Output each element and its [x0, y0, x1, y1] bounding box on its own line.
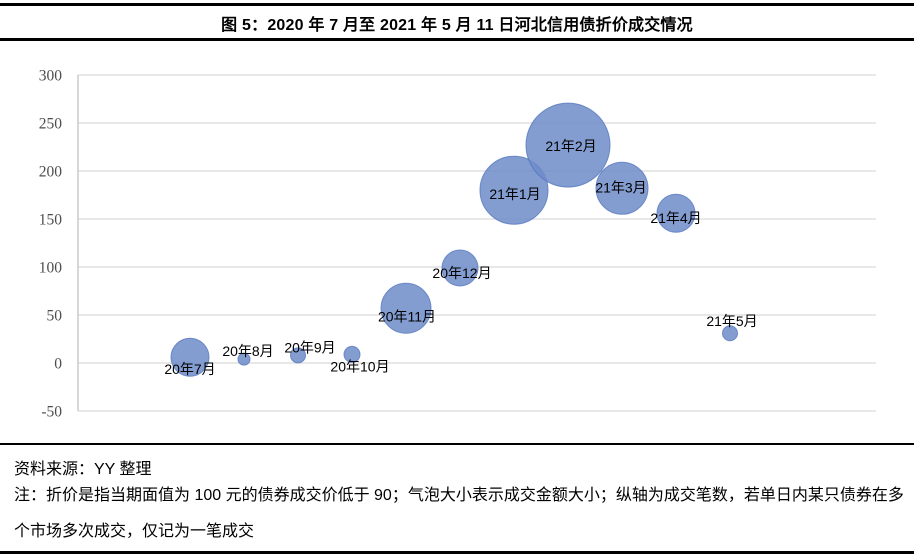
- bubble: [656, 193, 696, 233]
- bubble-label: 21年5月: [706, 313, 757, 329]
- y-axis-tick-label: 100: [39, 260, 63, 277]
- bubble: [722, 325, 738, 342]
- bubble-chart: 300 250 200 150 100 50 0 -50 20年7月 20年8月 20年9月 20年1…: [39, 68, 876, 421]
- bubble-label: 20年12月: [432, 265, 491, 281]
- footer-rule: [0, 443, 914, 445]
- title-rule: [0, 38, 914, 41]
- bubble: [290, 347, 306, 364]
- y-axis-tick-label: 50: [47, 308, 63, 325]
- y-axis-tick-label: 200: [39, 164, 63, 181]
- bubble: [479, 155, 549, 225]
- bubble: [595, 161, 649, 215]
- bubble: [441, 249, 479, 287]
- bubble-label: 21年1月: [489, 186, 540, 202]
- bubble: [525, 102, 611, 188]
- bubble-label: 20年9月: [284, 339, 335, 355]
- bubble: [170, 337, 210, 377]
- y-axis-tick-label: 150: [39, 212, 63, 229]
- y-axis-tick-label: 0: [54, 356, 62, 373]
- figure-title: 图 5：2020 年 7 月至 2021 年 5 月 11 日河北信用债折价成交…: [221, 17, 693, 34]
- y-axis-tick-label: 250: [39, 116, 63, 133]
- bubble-label: 20年10月: [330, 358, 389, 374]
- bubble: [237, 352, 251, 366]
- bubble-label: 20年7月: [164, 361, 215, 377]
- bubble: [343, 345, 361, 363]
- bubble-label: 20年11月: [378, 308, 436, 324]
- y-axis-tick-label: 300: [39, 68, 63, 85]
- bubble: [380, 282, 432, 334]
- top-rule: [0, 3, 914, 6]
- bubble-label: 21年2月: [545, 138, 596, 154]
- y-axis-tick-label: -50: [41, 404, 62, 421]
- source-text: 资料来源：YY 整理: [14, 461, 152, 478]
- bubble-label: 21年3月: [595, 179, 646, 195]
- bubble-label: 21年4月: [650, 210, 701, 226]
- bottom-rule: [0, 551, 914, 554]
- bubble-label: 20年8月: [222, 343, 273, 359]
- note-text: 注：折价是指当期面值为 100 元的债券成交价低于 90；气泡大小表示成交金额大…: [14, 487, 904, 540]
